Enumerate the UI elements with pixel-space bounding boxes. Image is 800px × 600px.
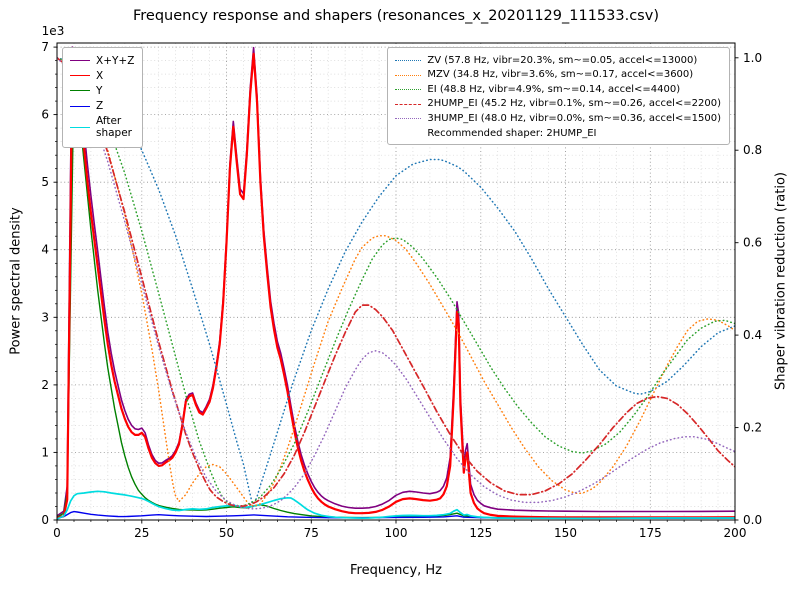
series-EI (57, 57, 735, 507)
recommended-shaper-note: Recommended shaper: 2HUMP_EI (427, 127, 597, 139)
legend-label: X+Y+Z (96, 54, 135, 67)
legend-label: X (96, 69, 104, 82)
legend-shapers: ZV (57.8 Hz, vibr=20.3%, sm~=0.05, accel… (387, 47, 730, 145)
legend-item-3hump-ei: 3HUMP_EI (48.0 Hz, vibr=0.0%, sm~=0.36, … (395, 113, 721, 125)
axis-ticks (53, 46, 739, 524)
y-axis-label-right: Shaper vibration reduction (ratio) (773, 172, 789, 390)
legend-item-sum: X+Y+Z (70, 55, 134, 68)
svg-text:175: 175 (639, 526, 662, 540)
series-after_shaper (57, 490, 735, 520)
legend-item-z: Z (70, 100, 134, 113)
svg-text:125: 125 (469, 526, 492, 540)
legend-item-y: Y (70, 85, 134, 98)
legend-item-x: X (70, 70, 134, 83)
legend-label: Y (96, 84, 103, 97)
legend-line-sample (70, 126, 90, 128)
svg-text:6: 6 (41, 108, 49, 122)
tick-labels: 0 25 50 75 100 125 150 175 200 0 1 2 3 4 5 6 7 0.0 0.2 0.4 0… (41, 24, 762, 540)
legend-line-sample (70, 105, 90, 107)
svg-text:0.0: 0.0 (743, 513, 762, 527)
svg-text:0.4: 0.4 (743, 328, 762, 342)
svg-text:200: 200 (724, 526, 747, 540)
series-ZV (57, 57, 735, 509)
svg-text:150: 150 (554, 526, 577, 540)
svg-text:2: 2 (41, 378, 49, 392)
legend-psd: X+Y+Z X Y Z After shaper (62, 47, 144, 148)
legend-line-sample (395, 89, 422, 90)
x-axis-label: Frequency, Hz (349, 563, 443, 578)
legend-item-2hump-ei: 2HUMP_EI (45.2 Hz, vibr=0.1%, sm~=0.26, … (395, 98, 721, 110)
series-psd_x (57, 52, 735, 520)
legend-item-after-shaper: After shaper (70, 115, 134, 140)
legend-line-sample (395, 60, 422, 61)
legend-line-sample (70, 90, 90, 92)
legend-line-sample (395, 103, 422, 105)
svg-text:1.0: 1.0 (743, 51, 762, 65)
legend-label: EI (48.8 Hz, vibr=4.9%, sm~=0.14, accel<… (427, 83, 681, 95)
legend-label: After shaper (96, 114, 133, 140)
svg-text:0: 0 (41, 513, 49, 527)
svg-text:75: 75 (304, 526, 319, 540)
svg-text:0.6: 0.6 (743, 236, 762, 250)
series-psd_y (57, 73, 735, 519)
series-MZV (57, 57, 735, 507)
series-group (57, 46, 735, 520)
svg-text:4: 4 (41, 243, 49, 257)
svg-text:7: 7 (41, 40, 49, 54)
svg-text:3: 3 (41, 310, 49, 324)
legend-label: ZV (57.8 Hz, vibr=20.3%, sm~=0.05, accel… (427, 54, 698, 66)
svg-text:0.2: 0.2 (743, 421, 762, 435)
legend-label: 2HUMP_EI (45.2 Hz, vibr=0.1%, sm~=0.26, … (427, 98, 721, 109)
series-2HUMP_EI (57, 56, 735, 507)
legend-line-sample (395, 74, 422, 76)
svg-text:50: 50 (219, 526, 234, 540)
legend-label: Z (96, 99, 104, 112)
svg-text:0: 0 (53, 526, 61, 540)
legend-line-sample (395, 118, 422, 119)
legend-label: MZV (34.8 Hz, vibr=3.6%, sm~=0.17, accel… (427, 69, 694, 80)
chart-title: Frequency response and shapers (resonanc… (133, 8, 659, 24)
svg-text:100: 100 (385, 526, 408, 540)
legend-item-ei: EI (48.8 Hz, vibr=4.9%, sm~=0.14, accel<… (395, 84, 721, 96)
legend-line-sample (70, 75, 90, 77)
svg-text:5: 5 (41, 175, 49, 189)
svg-text:0.8: 0.8 (743, 143, 762, 157)
svg-text:25: 25 (134, 526, 149, 540)
svg-text:1e3: 1e3 (42, 24, 65, 38)
legend-item-mzv: MZV (34.8 Hz, vibr=3.6%, sm~=0.17, accel… (395, 69, 721, 81)
svg-text:1: 1 (41, 445, 49, 459)
y-axis-label-left: Power spectral density (8, 207, 24, 355)
legend-item-zv: ZV (57.8 Hz, vibr=20.3%, sm~=0.05, accel… (395, 55, 721, 67)
legend-line-sample (70, 60, 90, 62)
legend-label: 3HUMP_EI (48.0 Hz, vibr=0.0%, sm~=0.36, … (427, 112, 721, 124)
series-3HUMP_EI (57, 57, 735, 510)
